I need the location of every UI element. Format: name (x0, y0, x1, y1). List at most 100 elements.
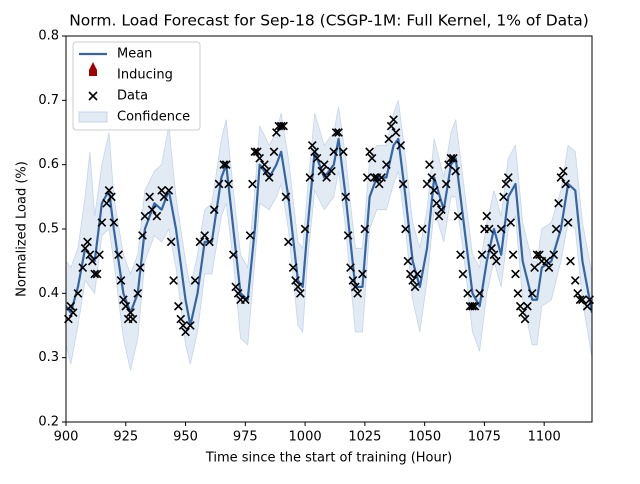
data-point (185, 321, 195, 330)
data-point (276, 121, 286, 131)
data-point (444, 160, 453, 170)
data-point (181, 327, 190, 337)
x-tick-label: 900 (54, 430, 79, 445)
data-point (386, 121, 396, 131)
data-point (523, 301, 532, 311)
data-point (446, 153, 456, 163)
data-point (66, 301, 76, 311)
data-point (73, 288, 83, 298)
data-point (401, 224, 410, 234)
data-point (413, 269, 422, 279)
data-point (463, 288, 473, 298)
data-point (250, 147, 260, 157)
y-tick-label: 0.3 (38, 350, 59, 365)
data-point (338, 147, 348, 157)
y-axis-label: Normalized Load (%) (15, 161, 30, 297)
data-point (80, 243, 90, 253)
data-point (556, 173, 566, 182)
data-point (578, 295, 587, 305)
data-point (174, 301, 183, 311)
data-point (152, 211, 162, 221)
mean-line (66, 137, 592, 327)
data-point (78, 263, 88, 272)
data-point (575, 295, 585, 305)
y-tick-label: 0.4 (38, 286, 59, 301)
data-point (164, 186, 174, 195)
data-point (252, 147, 262, 157)
data-point (441, 179, 451, 189)
data-point (561, 179, 571, 189)
data-point (126, 308, 135, 317)
x-axis-label: Time since the start of training (Hour) (205, 451, 452, 466)
data-point (272, 128, 281, 137)
data-point (135, 263, 145, 272)
data-point (451, 166, 461, 176)
data-point (140, 211, 150, 221)
data-point (566, 256, 575, 266)
data-point (405, 269, 415, 279)
data-point (262, 166, 272, 176)
data-point (563, 218, 573, 227)
x-tick-label: 950 (173, 430, 198, 445)
data-point (470, 301, 480, 311)
data-point (104, 186, 114, 195)
data-point (245, 231, 255, 240)
data-point (475, 288, 484, 298)
y-tick-label: 0.2 (38, 415, 59, 430)
data-point (255, 153, 265, 163)
data-point (300, 224, 310, 234)
data-point (425, 160, 434, 170)
data-point (295, 288, 305, 298)
data-point (279, 121, 288, 131)
data-point (484, 224, 494, 234)
data-point (535, 250, 544, 260)
data-point (518, 308, 528, 317)
data-point (410, 282, 420, 292)
chart-title: Norm. Load Forecast for Sep-18 (CSGP-1M:… (69, 12, 589, 30)
data-point (350, 282, 360, 292)
data-point (398, 179, 408, 189)
data-point (434, 211, 444, 221)
legend-patch (78, 111, 108, 123)
data-point (190, 276, 200, 285)
data-point (582, 301, 592, 311)
data-point (307, 141, 317, 150)
data-point (178, 321, 188, 330)
data-point (209, 205, 219, 215)
x-tick-label: 1000 (289, 430, 322, 445)
data-point (334, 128, 343, 137)
data-point (221, 160, 231, 170)
data-point (532, 250, 542, 260)
data-point (437, 205, 446, 215)
data-point (228, 250, 238, 260)
y-tick-label: 0.5 (38, 222, 59, 237)
data-point (408, 276, 418, 285)
data-point (293, 282, 303, 292)
data-point (453, 211, 463, 221)
data-point (231, 282, 241, 292)
legend-label: Mean (117, 47, 152, 62)
data-point (511, 269, 520, 279)
data-point (362, 173, 372, 182)
data-point (477, 250, 487, 260)
data-point (549, 250, 559, 260)
data-point (417, 224, 427, 234)
data-point (205, 237, 214, 247)
data-point (233, 288, 243, 298)
data-point (508, 250, 518, 260)
data-point (382, 160, 391, 170)
data-point (432, 198, 441, 208)
data-point (530, 263, 539, 272)
data-point (527, 288, 537, 298)
data-point (570, 276, 580, 285)
data-point (487, 243, 496, 253)
data-point (90, 269, 100, 279)
data-point (327, 166, 336, 176)
data-point (391, 128, 401, 137)
data-point (85, 250, 95, 260)
legend-label: Confidence (117, 110, 190, 125)
data-point (195, 237, 205, 247)
data-point (200, 231, 210, 240)
data-point (240, 295, 250, 305)
